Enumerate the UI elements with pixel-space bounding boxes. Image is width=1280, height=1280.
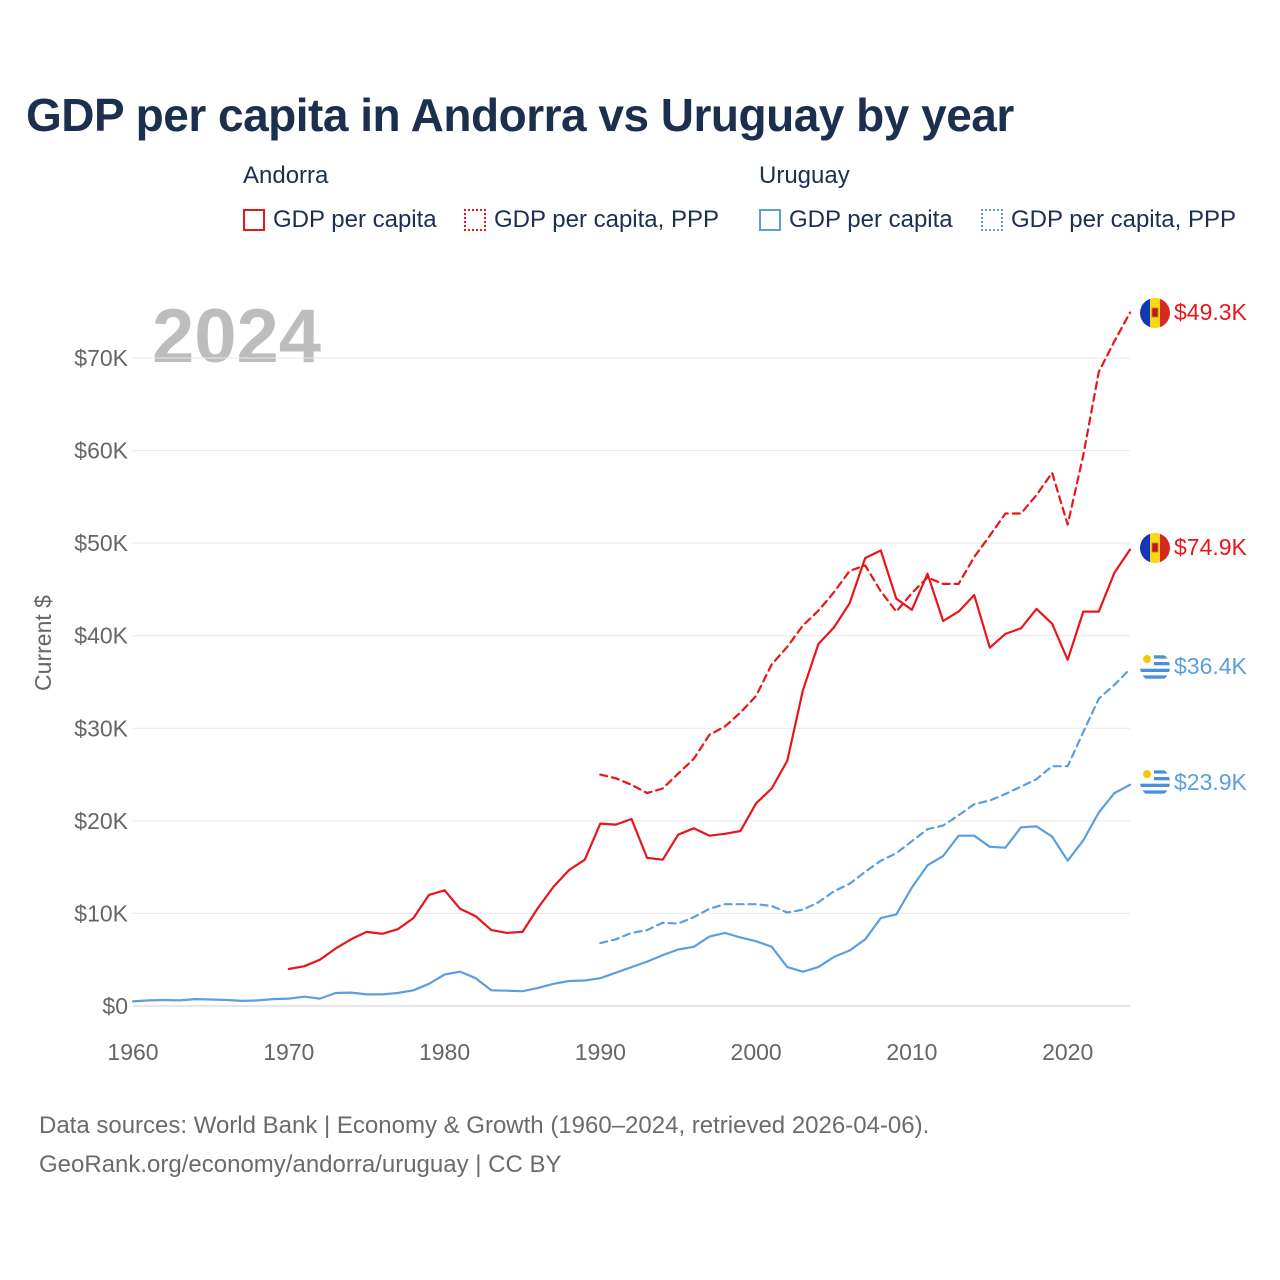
y-tick-label: $10K — [74, 900, 128, 926]
legend-item-uruguay-ppp[interactable]: GDP per capita, PPP — [981, 205, 1236, 235]
legend-label: GDP per capita, PPP — [1011, 206, 1236, 233]
legend-label: GDP per capita — [789, 206, 953, 233]
x-tick-label: 1970 — [263, 1039, 314, 1065]
series-line-uruguay-ppp[interactable] — [599, 667, 1132, 945]
uruguay-flag-icon — [1140, 652, 1170, 682]
y-tick-label: $20K — [74, 808, 128, 834]
legend-item-andorra-ppp[interactable]: GDP per capita, PPP — [464, 205, 719, 235]
end-label-andorra-ppp: $49.3K — [1174, 299, 1248, 325]
legend-swatch-solid-icon — [243, 209, 265, 231]
legend-swatch-dotted-icon — [981, 209, 1003, 231]
x-tick-label: 2010 — [886, 1039, 937, 1065]
end-label-uruguay-gdp: $23.9K — [1174, 769, 1248, 795]
legend-title-andorra: Andorra — [243, 162, 329, 189]
x-tick-label: 1980 — [419, 1039, 470, 1065]
series-line-uruguay-gdp[interactable] — [131, 783, 1132, 1003]
end-label-andorra-gdp: $74.9K — [1174, 534, 1248, 560]
andorra-flag-icon — [1140, 533, 1170, 563]
legend-swatch-solid-icon — [759, 209, 781, 231]
legend-item-uruguay-gdp[interactable]: GDP per capita — [759, 205, 953, 235]
legend-item-andorra-gdp[interactable]: GDP per capita — [243, 205, 437, 235]
x-tick-label: 1990 — [575, 1039, 626, 1065]
footer-attribution[interactable]: GeoRank.org/economy/andorra/uruguay | CC… — [39, 1151, 562, 1178]
x-tick-label: 2020 — [1042, 1039, 1093, 1065]
y-tick-label: $70K — [74, 345, 128, 371]
legend-title-uruguay: Uruguay — [759, 162, 850, 189]
y-tick-label: $60K — [74, 438, 128, 464]
y-tick-label: $30K — [74, 715, 128, 741]
andorra-flag-icon — [1140, 298, 1170, 328]
x-tick-label: 2000 — [731, 1039, 782, 1065]
legend-swatch-dotted-icon — [464, 209, 486, 231]
chart-title: GDP per capita in Andorra vs Uruguay by … — [26, 89, 1014, 141]
footer-sources: Data sources: World Bank | Economy & Gro… — [39, 1112, 930, 1139]
uruguay-flag-icon — [1140, 767, 1170, 797]
y-tick-label: $0 — [102, 993, 128, 1019]
end-label-uruguay-ppp: $36.4K — [1174, 653, 1248, 679]
series-line-andorra-ppp[interactable] — [599, 311, 1132, 795]
y-axis-title: Current $ — [30, 595, 56, 691]
y-tick-label: $50K — [74, 530, 128, 556]
legend-label: GDP per capita, PPP — [494, 206, 719, 233]
legend-label: GDP per capita — [273, 206, 437, 233]
footer: Data sources: World Bank | Economy & Gro… — [39, 1106, 929, 1184]
series-line-andorra-gdp[interactable] — [287, 548, 1132, 971]
x-tick-label: 1960 — [107, 1039, 158, 1065]
y-tick-label: $40K — [74, 623, 128, 649]
year-watermark: 2024 — [152, 294, 321, 379]
